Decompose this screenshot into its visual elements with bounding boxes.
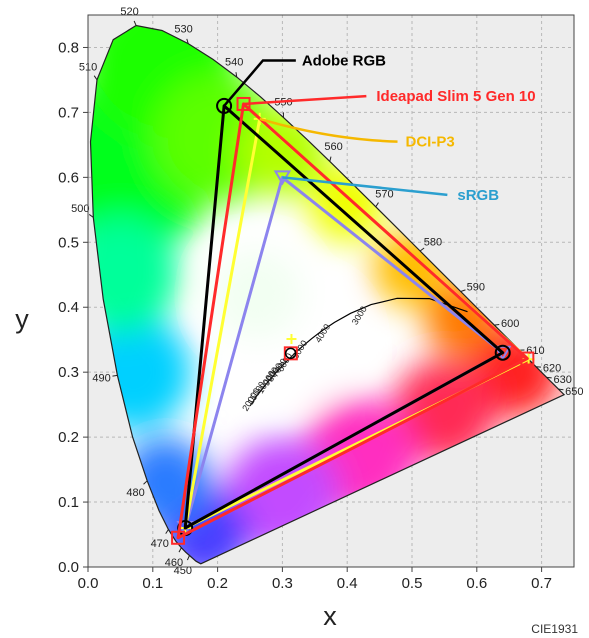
wavelength-tick	[143, 480, 148, 485]
srgb-legend-label: sRGB	[457, 187, 499, 204]
adobe-rgb-legend-label: Adobe RGB	[302, 52, 386, 69]
ideapad-slim-5-gen-10-leader-line	[243, 94, 367, 106]
wavelength-tick	[235, 72, 238, 78]
footer-label: CIE1931	[531, 622, 578, 636]
wavelength-label: 460	[165, 557, 183, 569]
wavelength-label: 630	[553, 374, 571, 386]
wavelength-label: 570	[375, 188, 393, 200]
ideapad-white-point	[283, 346, 298, 361]
wavelength-label: 490	[92, 373, 110, 385]
wavelength-tick	[93, 75, 98, 81]
x-tick-label: 0.3	[272, 575, 293, 592]
dci-p3-leader-line	[259, 117, 398, 143]
y-tick-label: 0.7	[58, 104, 79, 121]
ideapad-slim-5-gen-10-triangle	[176, 102, 529, 540]
adobe-rgb-primary-marker	[494, 344, 511, 361]
x-tick-label: 0.2	[207, 575, 228, 592]
legend: Adobe RGB Ideapad Slim 5 Gen 10 DCI-P3 sRGB	[223, 52, 536, 204]
white-points	[283, 334, 298, 361]
adobe-rgb-primary-marker	[216, 97, 233, 114]
ideapad-slim-5-gen-10-legend-label: Ideapad Slim 5 Gen 10	[376, 88, 535, 105]
y-tick-label: 0.5	[58, 234, 79, 251]
wavelength-tick	[88, 214, 94, 218]
x-tick-label: 0.6	[466, 575, 487, 592]
wavelength-tick	[329, 156, 332, 162]
wavelength-label: 520	[120, 6, 138, 18]
wavelength-tick	[494, 323, 500, 326]
ideapad-primary-marker	[520, 351, 535, 366]
wavelength-label: 450	[174, 565, 192, 577]
wavelength-tick	[419, 247, 425, 252]
wavelength-label: 470	[151, 538, 169, 550]
color-blob	[211, 248, 302, 340]
adobe-rgb-white-point	[284, 347, 297, 360]
wavelength-tick	[178, 547, 182, 553]
y-axis-title: y	[15, 304, 29, 334]
wavelength-tick	[133, 20, 137, 26]
wavelength-tick	[375, 202, 379, 208]
spectral-locus-fill	[90, 25, 565, 564]
x-tick-label: 0.4	[337, 575, 358, 592]
x-tick-label: 0.5	[402, 575, 423, 592]
y-tick-label: 0.1	[58, 494, 79, 511]
x-tick-label: 0.1	[142, 575, 163, 592]
y-tick-label: 0.8	[58, 39, 79, 56]
wavelength-label: 590	[467, 281, 485, 293]
wavelength-tick	[558, 388, 564, 391]
wavelength-label: 580	[424, 236, 442, 248]
ideapad-primary-marker	[171, 530, 186, 545]
x-tick-label: 0.0	[78, 575, 99, 592]
wavelength-tick	[165, 529, 169, 534]
plot-frame	[87, 14, 575, 568]
dci-p3-legend-label: DCI-P3	[406, 134, 455, 151]
srgb-leader-line	[282, 176, 448, 197]
adobe-rgb-leader-line	[223, 59, 296, 107]
wavelength-label: 560	[324, 141, 342, 153]
wavelength-tick	[460, 289, 466, 292]
wavelength-tick	[112, 374, 118, 377]
y-tick-label: 0.0	[58, 559, 79, 576]
wavelength-label: 500	[71, 203, 89, 215]
planckian-locus	[249, 297, 468, 407]
y-tick-label: 0.6	[58, 169, 79, 186]
wavelength-label: 540	[225, 56, 243, 68]
x-axis-ticks: 0.0 0.1 0.2 0.3 0.4 0.5 0.6 0.7	[78, 567, 552, 592]
y-tick-label: 0.4	[58, 299, 79, 316]
dci-p3-white-point	[286, 334, 297, 345]
color-blob	[90, 216, 179, 334]
x-tick-label: 0.7	[531, 575, 552, 592]
wavelength-label: 530	[174, 23, 192, 35]
wavelength-tick	[186, 38, 189, 44]
wavelength-label: 480	[126, 487, 144, 499]
y-axis-ticks: 0.0 0.1 0.2 0.3 0.4 0.5 0.6 0.7 0.8	[58, 39, 88, 576]
x-axis-title: x	[323, 601, 337, 631]
wavelength-tick	[186, 555, 190, 561]
wavelength-label: 620	[543, 363, 561, 375]
gamut-triangles	[171, 96, 535, 545]
color-blob	[392, 359, 497, 463]
y-tick-label: 0.3	[58, 364, 79, 381]
adobe-rgb-triangle	[183, 104, 505, 530]
y-tick-label: 0.2	[58, 429, 79, 446]
wavelength-label: 610	[526, 345, 544, 357]
wavelength-label: 600	[501, 318, 519, 330]
